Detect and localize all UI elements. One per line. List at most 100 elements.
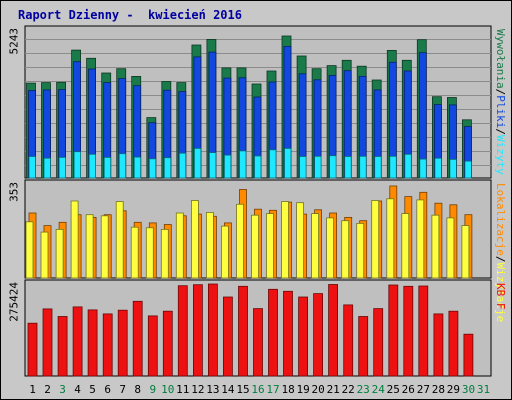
- x-tick-day-9: 9: [149, 383, 156, 396]
- bar-top-3-day-27: [419, 158, 427, 179]
- bar-middle-2-day-24: [371, 200, 380, 279]
- bar-top-3-day-28: [434, 157, 442, 179]
- bar-bottom-1-day-16: [253, 308, 263, 377]
- x-tick-day-2: 2: [44, 383, 51, 396]
- x-tick-day-8: 8: [134, 383, 141, 396]
- bar-top-3-day-26: [404, 153, 412, 179]
- bar-middle-2-day-27: [416, 199, 425, 279]
- x-tick-day-24: 24: [372, 383, 386, 396]
- bar-top-3-day-4: [73, 151, 81, 179]
- bar-top-3-day-25: [389, 155, 397, 179]
- bar-middle-2-day-28: [431, 214, 440, 279]
- bar-middle-2-day-23: [356, 222, 365, 279]
- x-tick-day-7: 7: [119, 383, 126, 396]
- x-tick-day-16: 16: [251, 383, 264, 396]
- legend-entry-top-0: Wywołania: [495, 29, 508, 89]
- bar-top-3-day-17: [269, 149, 277, 179]
- bar-top-3-day-11: [178, 152, 187, 179]
- bar-bottom-1-day-21: [328, 284, 339, 377]
- bar-top-3-day-29: [449, 158, 457, 179]
- bar-bottom-1-day-23: [358, 316, 369, 377]
- x-tick-day-26: 26: [402, 383, 415, 396]
- bar-middle-2-day-9: [145, 227, 154, 279]
- bar-bottom-1-day-19: [298, 296, 309, 377]
- legend-entry-top-1: /: [495, 89, 508, 96]
- bar-bottom-1-day-9: [147, 315, 158, 377]
- bar-top-3-day-5: [88, 153, 96, 179]
- bar-top-3-day-21: [329, 155, 337, 179]
- bar-top-3-day-8: [133, 156, 142, 179]
- bar-top-3-day-6: [103, 156, 112, 179]
- x-tick-day-19: 19: [296, 383, 309, 396]
- bar-bottom-1-day-18: [283, 290, 293, 377]
- x-tick-day-31: 31: [477, 383, 490, 396]
- bar-middle-2-day-19: [296, 202, 305, 279]
- x-tick-day-22: 22: [342, 383, 355, 396]
- x-tick-day-6: 6: [104, 383, 111, 396]
- x-tick-day-25: 25: [387, 383, 400, 396]
- legend-entry-bottom-0: KB F: [495, 283, 508, 310]
- bar-middle-2-day-26: [401, 213, 410, 279]
- bar-top-3-day-1: [28, 156, 36, 179]
- bar-middle-2-day-4: [70, 200, 79, 279]
- x-tick-day-17: 17: [266, 383, 279, 396]
- bar-bottom-1-day-4: [72, 306, 83, 377]
- bar-bottom-1-day-10: [162, 310, 173, 377]
- bar-middle-2-day-15: [236, 203, 244, 279]
- legend-top: Wywołania/Pliki/Wizyty: [495, 29, 508, 175]
- bar-top-3-day-15: [239, 150, 247, 179]
- bar-middle-2-day-2: [40, 231, 49, 279]
- bar-top-3-day-9: [148, 158, 157, 179]
- legend-entry-middle-1: /: [495, 256, 508, 263]
- legend-entry-top-4: Wizyty: [495, 135, 508, 175]
- legend-middle: Lokalizacje/Wizytacje: [495, 183, 508, 322]
- bar-middle-2-day-12: [190, 200, 199, 279]
- bar-top-3-day-7: [118, 153, 127, 179]
- bar-bottom-1-day-20: [313, 293, 324, 377]
- legend-entry-top-2: Pliki: [495, 95, 508, 128]
- legend-bottom: KB F: [495, 283, 508, 310]
- x-tick-day-27: 27: [417, 383, 430, 396]
- bar-middle-2-day-29: [446, 217, 455, 279]
- bar-top-3-day-10: [163, 157, 172, 179]
- x-tick-day-5: 5: [89, 383, 96, 396]
- bar-middle-2-day-10: [160, 228, 169, 279]
- x-tick-day-20: 20: [311, 383, 324, 396]
- bar-bottom-1-day-26: [403, 285, 414, 377]
- bar-bottom-1-day-14: [222, 296, 233, 377]
- bar-middle-2-day-16: [251, 214, 259, 279]
- x-tick-day-21: 21: [327, 383, 340, 396]
- bar-bottom-1-day-27: [418, 285, 429, 377]
- bar-top-3-day-23: [359, 155, 367, 179]
- y-max-label-bottom: 275424: [8, 282, 21, 322]
- bar-top-3-day-30: [464, 160, 472, 179]
- x-tick-day-23: 23: [357, 383, 370, 396]
- x-tick-day-3: 3: [59, 383, 66, 396]
- bar-top-3-day-3: [58, 156, 66, 179]
- bar-bottom-1-day-28: [433, 313, 444, 377]
- bar-bottom-1-day-17: [268, 288, 278, 377]
- bar-bottom-1-day-12: [192, 284, 203, 377]
- chart-title: Raport Dzienny - kwiecień 2016: [18, 8, 242, 22]
- x-tick-day-30: 30: [462, 383, 475, 396]
- bar-bottom-1-day-2: [42, 308, 53, 377]
- bar-top-3-day-20: [314, 155, 322, 179]
- bar-middle-2-day-14: [220, 225, 229, 279]
- bar-bottom-1-day-11: [177, 285, 188, 377]
- bar-middle-2-day-20: [311, 213, 320, 279]
- bar-bottom-1-day-3: [57, 316, 68, 377]
- bar-bottom-1-day-7: [117, 309, 128, 377]
- bar-bottom-1-day-25: [388, 284, 399, 377]
- bar-top-3-day-22: [344, 156, 352, 179]
- bar-top-3-day-2: [43, 157, 51, 179]
- bar-top-3-day-12: [193, 147, 202, 179]
- legend-entry-top-3: /: [495, 128, 508, 135]
- x-tick-day-11: 11: [176, 383, 189, 396]
- bar-middle-2-day-22: [341, 220, 350, 279]
- bar-middle-2-day-30: [461, 225, 470, 279]
- bar-middle-2-day-3: [55, 228, 64, 279]
- bar-top-3-day-13: [208, 152, 217, 179]
- bar-bottom-1-day-8: [132, 300, 143, 377]
- bar-middle-2-day-11: [175, 212, 184, 279]
